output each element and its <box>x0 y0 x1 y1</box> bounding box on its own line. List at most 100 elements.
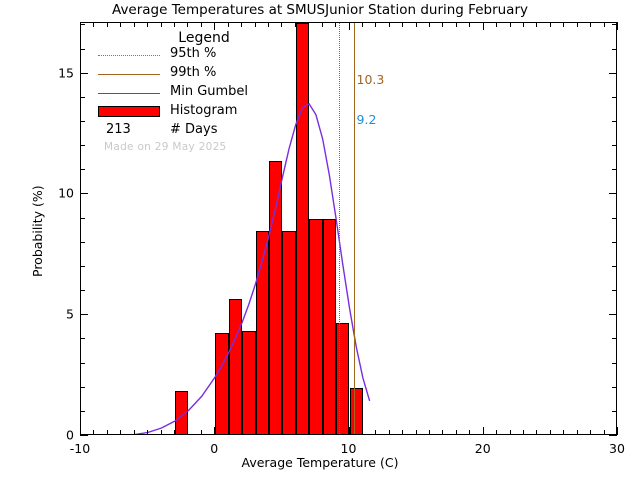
x-tick <box>106 22 108 27</box>
x-tick <box>361 430 363 435</box>
x-tick <box>93 430 95 435</box>
legend-item-histogram: Histogram <box>96 103 311 122</box>
x-tick <box>576 22 578 27</box>
y-tick <box>609 435 617 436</box>
fit-curve <box>132 102 371 434</box>
y-tick <box>80 217 85 219</box>
histogram-bar <box>242 331 256 434</box>
x-tick <box>80 22 81 30</box>
histogram-bar <box>174 390 189 434</box>
legend-item-label: 99th % <box>170 65 217 80</box>
x-tick <box>120 22 122 27</box>
x-tick <box>348 427 350 435</box>
y-tick <box>80 265 85 267</box>
y-tick <box>612 121 617 123</box>
y-tick <box>612 410 617 412</box>
y-tick <box>80 169 85 171</box>
y-axis-title: Probability (%) <box>30 184 45 277</box>
x-tick <box>308 430 310 435</box>
x-tick <box>429 22 431 27</box>
legend-item-days: 213 # Days <box>96 122 311 141</box>
x-tick <box>133 430 135 435</box>
x-tick <box>549 22 551 27</box>
x-tick <box>335 22 337 27</box>
x-tick-label: 20 <box>474 441 491 456</box>
x-tick <box>415 22 417 27</box>
x-tick <box>147 22 149 27</box>
legend-item-label: Histogram <box>170 103 238 118</box>
x-tick <box>590 22 592 27</box>
histogram-bar <box>322 219 337 434</box>
x-tick <box>603 22 605 27</box>
x-tick-label: -10 <box>69 441 91 456</box>
y-tick <box>612 290 617 292</box>
x-tick <box>227 430 229 435</box>
x-tick <box>187 22 189 27</box>
percentile-label: 9.2 <box>356 112 377 127</box>
x-tick <box>281 22 283 27</box>
x-tick <box>214 22 216 30</box>
x-tick <box>187 430 189 435</box>
x-tick-label: 0 <box>210 441 219 456</box>
dotted-blue-line-icon <box>96 46 162 65</box>
histogram-bar <box>349 388 363 434</box>
solid-brown-line-icon <box>96 65 162 84</box>
legend-item-99th: 99th % <box>96 65 311 84</box>
red-swatch-icon <box>96 103 162 122</box>
y-tick <box>612 145 617 147</box>
y-tick <box>80 121 85 123</box>
legend-item-label: Min Gumbel <box>170 84 249 99</box>
x-tick <box>549 430 551 435</box>
plot-area <box>81 23 616 434</box>
x-tick <box>241 430 243 435</box>
x-tick <box>563 22 565 27</box>
x-tick <box>523 430 525 435</box>
x-tick <box>335 430 337 435</box>
y-tick <box>80 410 85 412</box>
y-tick <box>80 435 88 436</box>
x-tick <box>173 22 175 27</box>
x-tick <box>496 22 498 27</box>
x-tick <box>442 430 444 435</box>
x-tick <box>455 430 457 435</box>
y-tick <box>612 48 617 50</box>
x-tick <box>617 427 618 435</box>
x-tick <box>281 430 283 435</box>
y-tick <box>80 241 85 243</box>
legend-item-min-gumbel: Min Gumbel <box>96 84 311 103</box>
x-tick <box>576 430 578 435</box>
x-tick <box>429 430 431 435</box>
histogram-bar <box>282 231 296 434</box>
legend-item-95th: 95th % <box>96 46 311 65</box>
day-count-value-wrap: 213 <box>96 122 162 141</box>
y-tick <box>80 314 88 316</box>
chart-title: Average Temperatures at SMUSJunior Stati… <box>112 2 528 18</box>
x-tick <box>133 22 135 27</box>
y-tick-label: 0 <box>66 427 74 443</box>
y-tick <box>80 362 85 364</box>
x-tick <box>590 430 592 435</box>
x-tick <box>308 22 310 27</box>
x-tick <box>173 430 175 435</box>
percentile-line <box>338 23 340 434</box>
y-tick <box>80 24 85 26</box>
y-tick-label: 10 <box>58 185 74 201</box>
x-tick <box>200 22 202 27</box>
percentile-label: 10.3 <box>356 72 385 87</box>
x-tick <box>442 22 444 27</box>
made-on-text: Made on 29 May 2025 <box>104 141 227 153</box>
legend-item-label: 95th % <box>170 46 217 61</box>
x-axis-title: Average Temperature (C) <box>241 455 399 470</box>
y-tick <box>612 24 617 26</box>
x-tick <box>509 430 511 435</box>
x-tick <box>241 22 243 27</box>
x-tick <box>482 427 484 435</box>
legend: Legend 95th % 99th % Min Gumbel Histogra… <box>96 30 311 160</box>
x-tick <box>267 430 269 435</box>
y-tick <box>80 193 88 195</box>
x-tick <box>254 430 256 435</box>
x-tick <box>147 430 149 435</box>
x-tick <box>93 22 95 27</box>
x-tick <box>375 22 377 27</box>
y-tick <box>609 314 617 316</box>
